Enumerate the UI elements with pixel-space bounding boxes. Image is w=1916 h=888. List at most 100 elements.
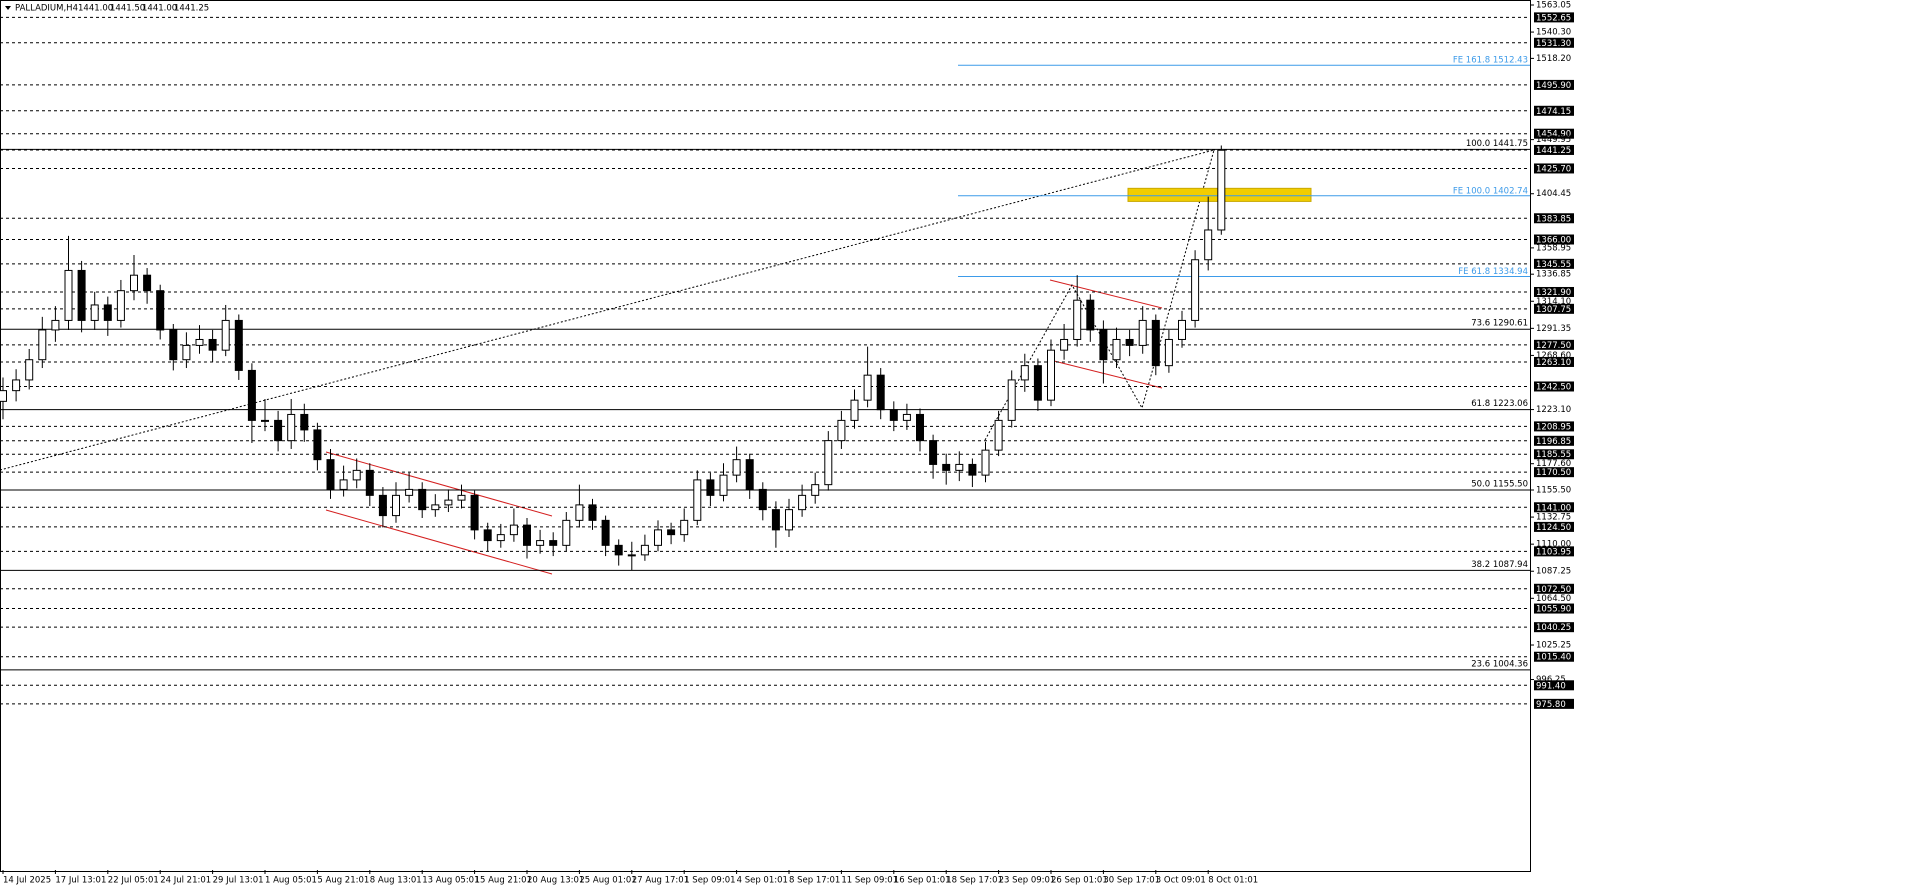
candle-body	[64, 269, 73, 321]
candle-body	[130, 274, 138, 292]
level-label: 1103.95	[1536, 547, 1571, 557]
candle-body	[994, 419, 1003, 451]
candle-body	[116, 290, 125, 321]
trend-line	[0, 149, 1215, 471]
candle-body	[221, 319, 230, 351]
level-label: 1441.25	[1536, 146, 1571, 156]
candle-body	[1060, 338, 1069, 351]
level-label: 1277.50	[1536, 341, 1571, 351]
level-label-bg	[1534, 339, 1574, 350]
menu-icon	[5, 6, 11, 10]
level-label: 1208.95	[1536, 422, 1571, 432]
y-tick-label: 1025.25	[1536, 641, 1571, 651]
y-tick-label: 1314.10	[1536, 297, 1571, 307]
x-tick-label: 17 Jul 13:01	[55, 876, 106, 886]
candle-body	[876, 374, 885, 411]
y-tick-label: 1223.10	[1536, 405, 1571, 415]
candle-body	[25, 359, 34, 381]
candle-body	[1178, 319, 1186, 340]
level-label-bg	[1534, 583, 1574, 594]
candle-body	[863, 374, 872, 401]
candle-body	[916, 413, 924, 442]
candle-body	[785, 509, 793, 531]
level-label: 1366.00	[1536, 236, 1571, 246]
level-label: 1552.65	[1536, 13, 1571, 23]
candle-body	[1007, 379, 1016, 421]
candle-body	[496, 534, 505, 542]
candle-body	[929, 440, 938, 465]
level-label-bg	[1534, 144, 1574, 155]
level-label-bg	[1534, 421, 1574, 432]
level-label: 1015.40	[1536, 653, 1571, 663]
level-label-bg	[1534, 622, 1574, 633]
candle-body	[195, 338, 204, 346]
candle-body	[1047, 349, 1055, 401]
level-label-bg	[1534, 79, 1574, 90]
x-tick-label: 3 Oct 09:01	[1156, 876, 1206, 886]
x-tick-label: 8 Oct 01:01	[1208, 876, 1258, 886]
candle-body	[1217, 149, 1226, 231]
y-tick-label: 1404.45	[1536, 189, 1571, 199]
fib-label: 61.8 1223.06	[1471, 399, 1528, 409]
level-label-bg	[1534, 467, 1574, 478]
y-tick-label: 996.25	[1536, 675, 1566, 685]
candle-body	[824, 440, 833, 486]
level-label: 1474.15	[1536, 107, 1571, 117]
candle-body	[247, 369, 256, 421]
channel-line	[325, 509, 553, 575]
channel-line	[325, 451, 553, 517]
x-tick-label: 14 Jul 2025	[3, 876, 51, 886]
candle-body	[261, 419, 269, 422]
level-label-bg	[1534, 546, 1574, 557]
candle-body	[457, 494, 466, 501]
candle-body	[326, 459, 335, 490]
candle-body	[77, 269, 86, 321]
candle-body	[12, 379, 21, 392]
level-label-bg	[1534, 651, 1574, 662]
symbol: PALLADIUM,H4	[15, 4, 78, 14]
level-label: 1055.90	[1536, 605, 1571, 615]
fib-label: 23.6 1004.36	[1471, 659, 1528, 669]
candle-body	[365, 469, 374, 496]
candle-body	[758, 488, 767, 511]
level-label: 1383.85	[1536, 214, 1571, 224]
candle-body	[1073, 299, 1082, 340]
candle-body	[1020, 365, 1029, 381]
level-label: 1196.85	[1536, 437, 1571, 447]
x-tick-label: 1 Sep 09:01	[684, 876, 735, 886]
x-tick-label: 24 Jul 21:01	[160, 876, 211, 886]
x-tick-label: 22 Jul 05:01	[108, 876, 159, 886]
x-tick-label: 23 Sep 09:01	[999, 876, 1056, 886]
y-tick-label: 1268.60	[1536, 351, 1571, 361]
level-label-bg	[1534, 521, 1574, 532]
fe-label: FE 161.8 1512.43	[1453, 56, 1528, 66]
candle-body	[1086, 299, 1095, 331]
y-tick-label: 1087.25	[1536, 567, 1571, 577]
y-tick-label: 1358.95	[1536, 243, 1571, 253]
x-tick-label: 16 Sep 01:01	[894, 876, 951, 886]
candle-body	[575, 504, 584, 521]
candle-body	[1204, 229, 1213, 261]
level-label: 1072.50	[1536, 585, 1571, 595]
candle-body	[614, 544, 623, 556]
level-label-bg	[1534, 128, 1574, 139]
candle-body	[627, 554, 636, 557]
fib-label: 50.0 1155.50	[1471, 480, 1528, 490]
candle-body	[588, 504, 597, 521]
x-tick-label: 8 Sep 17:01	[789, 876, 840, 886]
candle-body	[1112, 338, 1121, 361]
level-label-bg	[1534, 435, 1574, 446]
candle-body	[1099, 329, 1108, 361]
fe-label: FE 100.0 1402.74	[1453, 186, 1528, 196]
x-tick-label: 5 Aug 21:01	[317, 876, 369, 886]
fib-label: 73.6 1290.61	[1471, 319, 1528, 329]
level-label-bg	[1534, 12, 1574, 23]
candle-body	[719, 474, 728, 496]
candle-body	[942, 463, 951, 471]
candle-body	[968, 463, 977, 476]
level-label-bg	[1534, 37, 1574, 48]
candle-body	[103, 304, 112, 321]
candle-body	[392, 494, 400, 517]
candle-body	[1138, 319, 1147, 346]
level-label: 1185.55	[1536, 450, 1571, 460]
